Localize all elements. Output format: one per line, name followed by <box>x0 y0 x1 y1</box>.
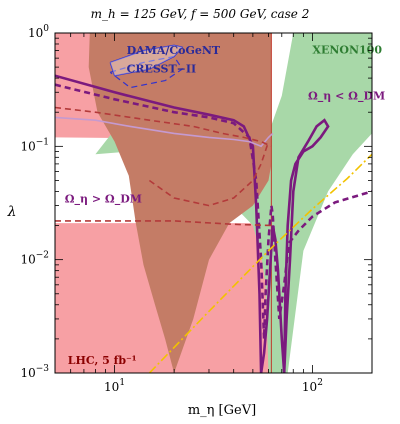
annotation-4: Ω_η > Ω_DM <box>65 192 142 206</box>
y-tick-label: 10−3 <box>20 364 49 380</box>
x-tick-label: 102 <box>302 378 323 394</box>
plot-area: DAMA/CoGeNT CRESST−II XENON100 Ω_η < Ω_DM Ω_… <box>55 33 385 373</box>
series-3 <box>148 153 372 373</box>
annotation-3: Ω_η < Ω_DM <box>308 89 385 103</box>
annotation-5: LHC, 5 fb⁻¹ <box>68 354 137 367</box>
series-1 <box>55 83 372 339</box>
plot-frame <box>54 32 373 374</box>
annotation-2: XENON100 <box>312 43 382 56</box>
dama-fill <box>110 45 183 76</box>
series-2 <box>55 116 274 148</box>
series-7 <box>55 106 272 148</box>
series-5 <box>109 55 184 89</box>
annotation-1: CRESST−II <box>127 62 197 75</box>
chart-title: m_h = 125 GeV, f = 500 GeV, case 2 <box>91 7 310 21</box>
annotation-0: DAMA/CoGeNT <box>127 44 221 57</box>
y-tick-label: 10−1 <box>20 137 49 153</box>
y-axis-label: λ <box>7 204 17 220</box>
axes: 10−3 10−2 10−1 100 101 102 <box>20 24 373 394</box>
x-tick-label: 101 <box>104 378 125 394</box>
y-tick-label: 10−2 <box>20 251 49 267</box>
series-4 <box>109 44 184 77</box>
series-6 <box>148 141 270 207</box>
x-axis-label: m_η [GeV] <box>188 403 256 418</box>
y-tick-label: 100 <box>28 24 49 40</box>
